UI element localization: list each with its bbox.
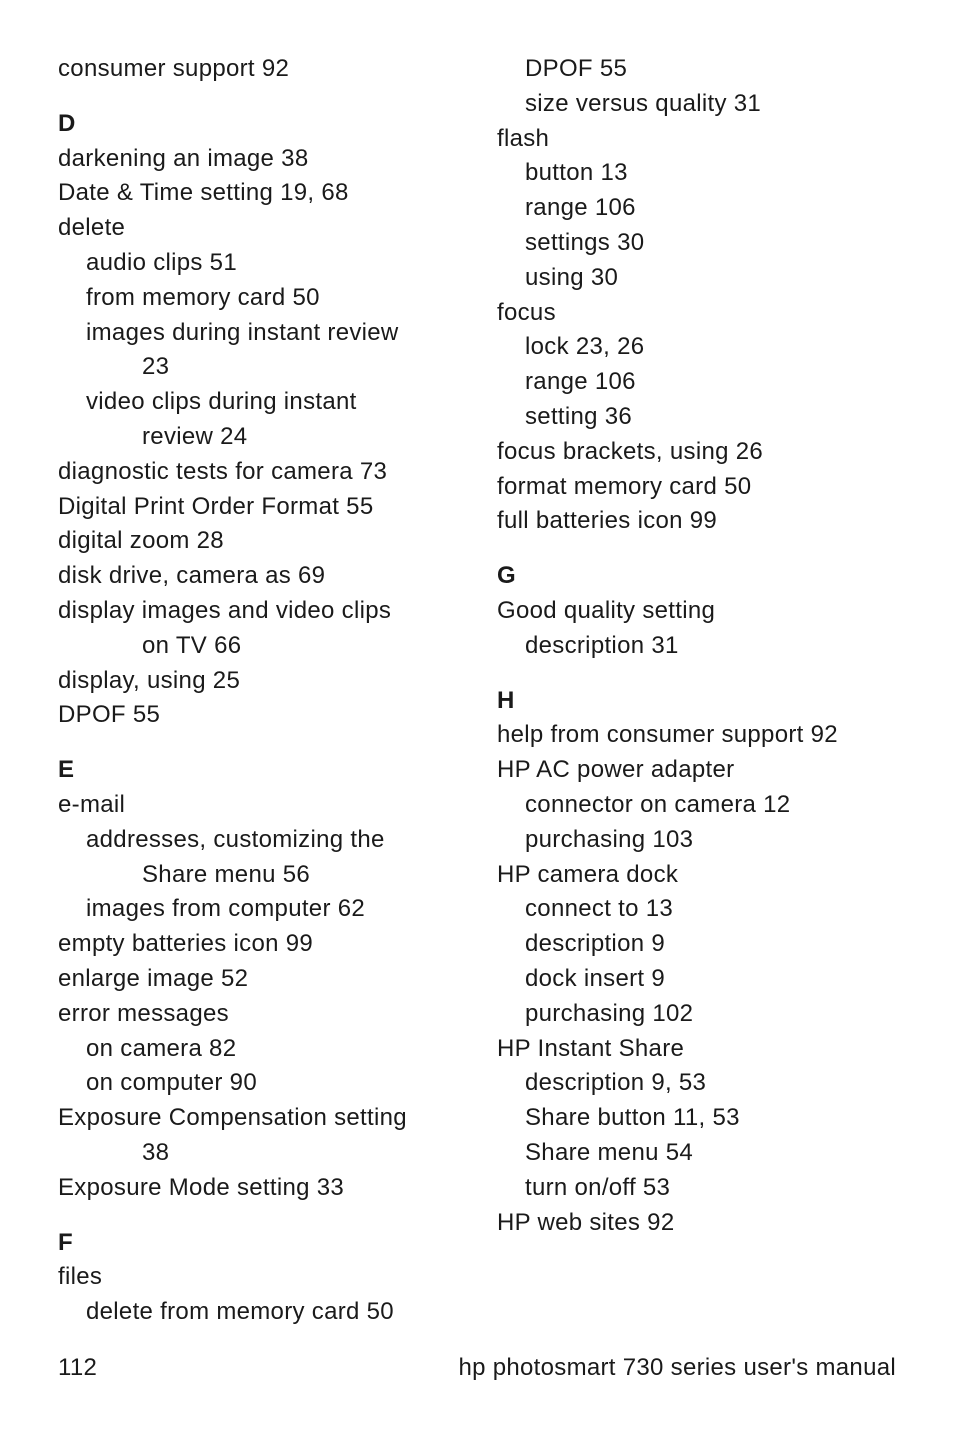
index-entry: on TV 66 [142,629,457,664]
index-entry: size versus quality 31 [525,87,896,122]
index-content: consumer support 92 Ddarkening an image 3… [58,52,896,1330]
index-entry: empty batteries icon 99 [58,927,457,962]
index-entry: display, using 25 [58,664,457,699]
index-entry: DPOF 55 [58,698,457,733]
index-entry: setting 36 [525,400,896,435]
index-entry: from memory card 50 [86,281,457,316]
index-entry: video clips during instant [86,385,457,420]
index-entry: display images and video clips [58,594,457,629]
index-entry: description 9 [525,927,896,962]
index-entry: format memory card 50 [497,470,896,505]
right-column: DPOF 55size versus quality 31flashbutton… [497,52,896,1330]
index-entry: Good quality setting [497,594,896,629]
index-entry: description 31 [525,629,896,664]
index-section-letter: G [497,559,896,594]
index-entry: consumer support 92 [58,52,457,87]
index-section-letter: F [58,1226,457,1261]
index-entry: using 30 [525,261,896,296]
index-entry: turn on/off 53 [525,1171,896,1206]
index-entry: HP camera dock [497,858,896,893]
index-entry: darkening an image 38 [58,142,457,177]
index-entry: audio clips 51 [86,246,457,281]
index-entry: HP web sites 92 [497,1206,896,1241]
index-entry: focus [497,296,896,331]
index-entry: diagnostic tests for camera 73 [58,455,457,490]
index-entry: addresses, customizing the [86,823,457,858]
index-entry: e-mail [58,788,457,823]
index-section-letter: D [58,107,457,142]
index-entry: purchasing 103 [525,823,896,858]
index-entry: description 9, 53 [525,1066,896,1101]
index-entry: flash [497,122,896,157]
index-entry: HP Instant Share [497,1032,896,1067]
index-entry: settings 30 [525,226,896,261]
index-entry: Date & Time setting 19, 68 [58,176,457,211]
index-entry: Share menu 56 [142,858,457,893]
index-entry: Share menu 54 [525,1136,896,1171]
index-entry: images during instant review [86,316,457,351]
index-entry: Exposure Mode setting 33 [58,1171,457,1206]
index-section-letter: E [58,753,457,788]
index-entry: dock insert 9 [525,962,896,997]
index-entry: connector on camera 12 [525,788,896,823]
page-footer: 112 hp photosmart 730 series user's manu… [58,1354,896,1382]
page-number: 112 [58,1354,97,1382]
index-entry: lock 23, 26 [525,330,896,365]
manual-title: hp photosmart 730 series user's manual [458,1354,896,1382]
left-column: consumer support 92 Ddarkening an image 3… [58,52,457,1330]
index-entry: DPOF 55 [525,52,896,87]
index-entry: files [58,1260,457,1295]
index-entry: connect to 13 [525,892,896,927]
index-entry: Digital Print Order Format 55 [58,490,457,525]
index-entry: on camera 82 [86,1032,457,1067]
index-entry: error messages [58,997,457,1032]
index-entry: enlarge image 52 [58,962,457,997]
index-entry: range 106 [525,365,896,400]
index-entry: range 106 [525,191,896,226]
index-entry: disk drive, camera as 69 [58,559,457,594]
index-entry: button 13 [525,156,896,191]
index-entry: on computer 90 [86,1066,457,1101]
index-entry: HP AC power adapter [497,753,896,788]
index-entry: help from consumer support 92 [497,718,896,753]
index-entry: review 24 [142,420,457,455]
index-entry: images from computer 62 [86,892,457,927]
index-entry: Share button 11, 53 [525,1101,896,1136]
index-entry: delete from memory card 50 [86,1295,457,1330]
index-entry: digital zoom 28 [58,524,457,559]
index-section-letter: H [497,684,896,719]
index-entry: 38 [142,1136,457,1171]
index-entry: Exposure Compensation setting [58,1101,457,1136]
index-entry: purchasing 102 [525,997,896,1032]
index-entry: full batteries icon 99 [497,504,896,539]
index-entry: focus brackets, using 26 [497,435,896,470]
index-entry: delete [58,211,457,246]
index-entry: 23 [142,350,457,385]
